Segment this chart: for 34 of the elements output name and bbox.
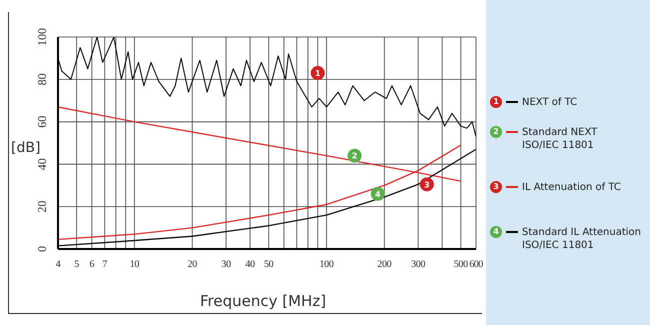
x-tick-label: 200: [377, 259, 392, 270]
x-tick-label: 100: [319, 259, 334, 270]
y-tick-label: 20: [35, 200, 49, 213]
x-axis-title: Frequency [MHz]: [200, 292, 326, 310]
text: 1: [493, 97, 499, 106]
x-tick-label: 7: [102, 259, 108, 270]
x-tick-label: 40: [245, 259, 256, 270]
x-tick-label: 6: [89, 259, 94, 270]
y-tick-label: 40: [35, 158, 49, 170]
annotation: 1: [314, 69, 321, 78]
y-tick-label: 80: [35, 73, 49, 86]
x-tick-label: 5: [74, 259, 80, 270]
y-tick-label: 60: [35, 116, 49, 128]
annotation: 3: [424, 180, 430, 190]
y-axis-title: [dB]: [11, 140, 40, 156]
text: 2: [493, 127, 499, 136]
x-tick-label: 30: [221, 259, 232, 270]
legend-label: Standard IL Attenuation ISO/IEC 11801: [522, 226, 641, 252]
x-tick-label: 50: [264, 259, 274, 270]
annotation: 4: [375, 190, 382, 199]
text: 4: [493, 227, 499, 236]
y-tick-label: 100: [35, 28, 49, 46]
legend-label: NEXT of TC: [522, 96, 578, 109]
x-tick-label: 600: [469, 259, 484, 270]
x-tick-label: 4: [56, 259, 61, 270]
x-tick-label: 10: [130, 259, 140, 270]
text: 3: [493, 182, 499, 191]
annotation: 2: [352, 152, 358, 161]
legend-label: IL Attenuation of TC: [522, 181, 621, 194]
x-tick-label: 300: [411, 259, 426, 270]
y-tick-label: 0: [35, 246, 49, 252]
legend-label: Standard NEXT ISO/IEC 11801: [522, 126, 598, 152]
x-tick-label: 20: [188, 259, 198, 270]
x-tick-label: 500: [454, 259, 468, 270]
